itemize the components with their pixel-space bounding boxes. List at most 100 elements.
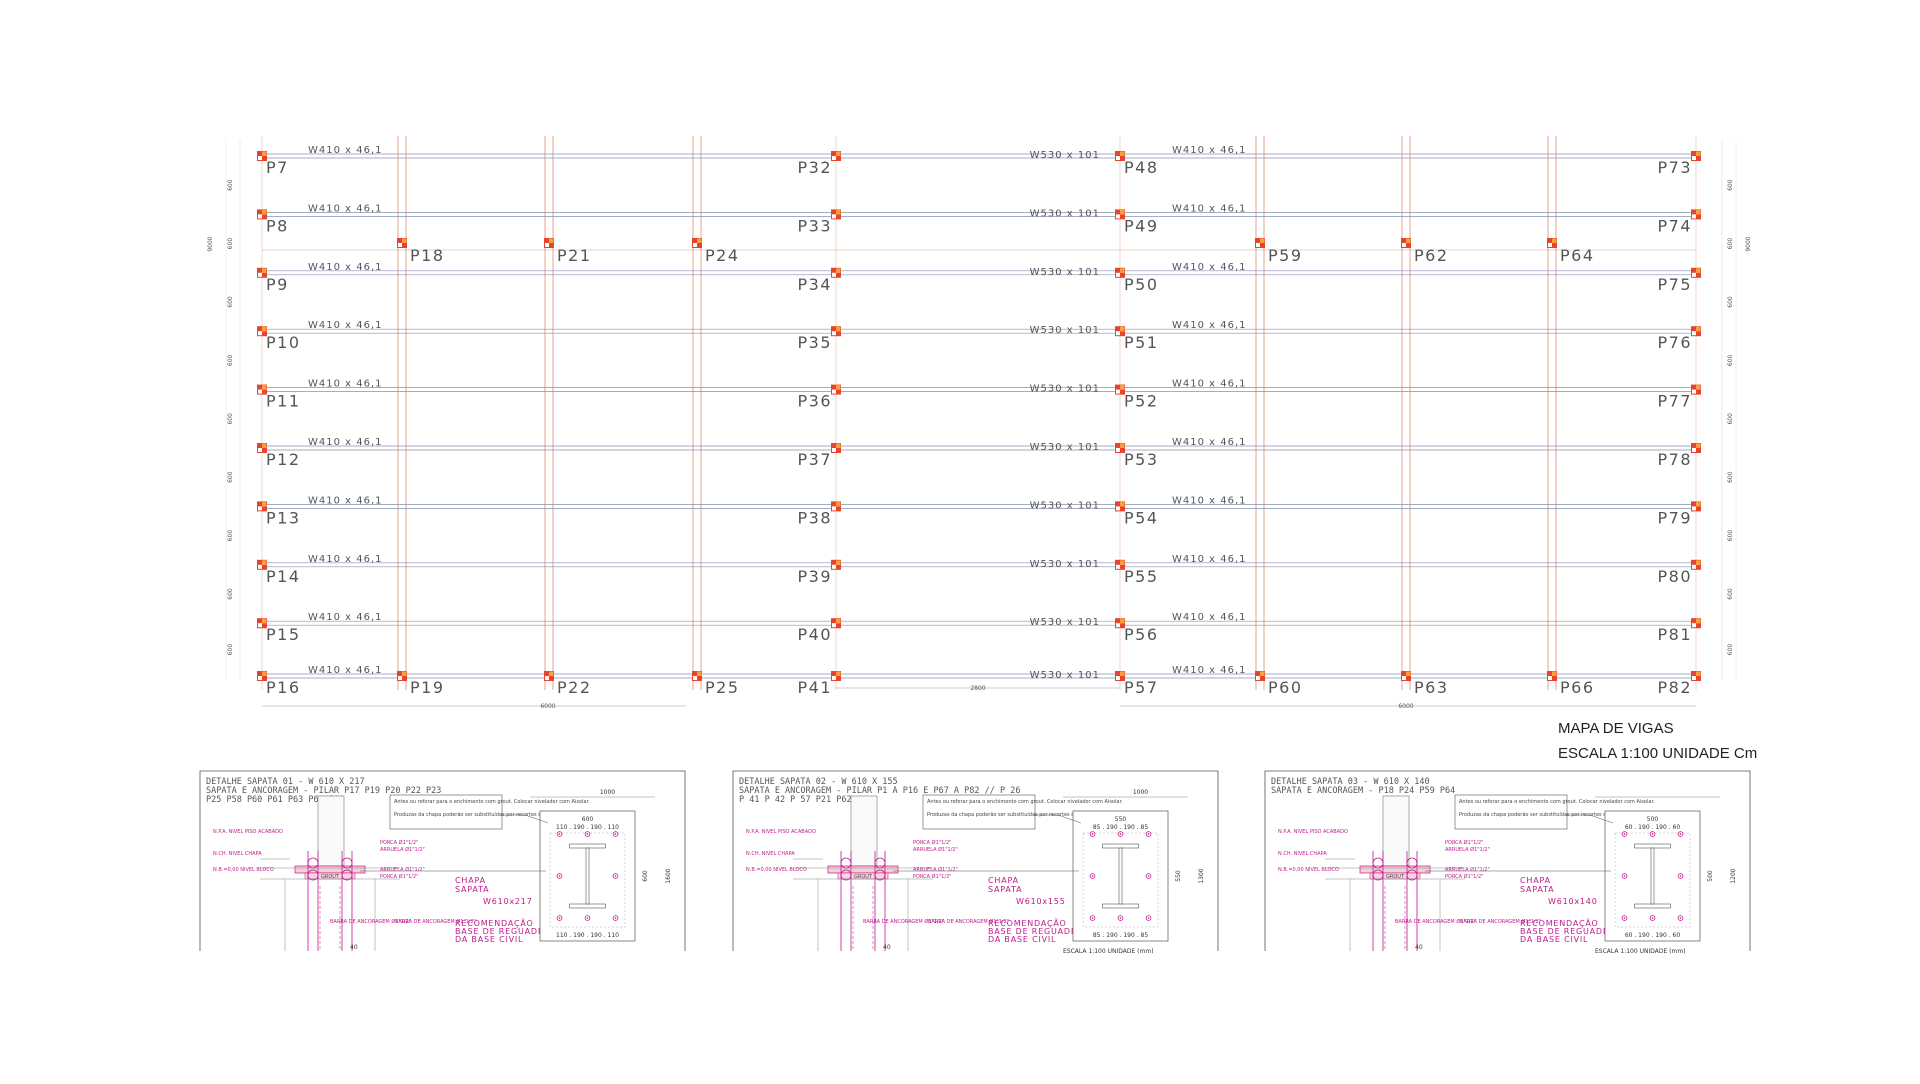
column-marker [1115,384,1125,395]
dimension-label: 6000 [1398,703,1413,710]
beam-label: W530 x 101 [1030,208,1100,219]
pillar-label: P39 [797,567,832,586]
beam-label: W410 x 46,1 [1172,665,1247,676]
callout-label: PORCA Ø1"1/2" [380,839,418,846]
dimension-label: 600 [227,471,234,483]
pillar-label: P36 [797,392,832,411]
plan-title: MAPA DE VIGAS [1558,720,1674,737]
dimension-label: 600 [1727,179,1734,191]
column-marker [544,671,554,681]
beam-label: W410 x 46,1 [308,203,383,214]
pillar-label: P24 [705,246,740,265]
dimension-label: 600 [227,238,234,250]
detail-scale: ESCALA 1:100 UNIDADE (mm) [1063,948,1154,955]
pillar-label: P50 [1124,275,1159,294]
dimension-label: 600 [582,816,594,823]
pillar-label: P7 [266,158,289,177]
pillar-label: P18 [410,246,445,265]
level-label: N.CH. NIVEL CHAPA [1278,851,1327,857]
detail-subtitle: P25 P58 P60 P61 P63 P64 P66 [206,795,344,805]
callout-label: BARRA DE ANCORAGEM Ø1"1/2" [395,918,476,925]
beam-label: W410 x 46,1 [1172,379,1247,390]
note-text: Produzas da chapa poderão ser substituíd… [394,811,606,818]
plate-label: SAPATA [988,885,1022,894]
detail-subtitle: P 41 P 42 P 57 P21 P62 [739,795,852,805]
column-marker [1691,209,1701,220]
beam-label: W410 x 46,1 [308,554,383,565]
note-text: Antes ou reforar para o enchimento com g… [1459,799,1655,805]
note-box: Antes ou reforar para o enchimento com g… [1454,794,1671,830]
callout-label: PORCA Ø1"1/2" [380,873,418,880]
dimension-label: 1200 [1730,868,1737,883]
dimension-label: 60 . 190 . 190 . 60 [1625,932,1681,939]
column-marker [257,209,267,220]
note-text: Antes ou reforar para o enchimento com g… [394,799,590,805]
column-marker [831,267,841,278]
column-marker [1691,671,1701,681]
dimension-label: 600 [227,296,234,308]
plate-label: SAPATA [1520,885,1554,894]
beam-label: W410 x 46,1 [1172,612,1247,623]
pillar-label: P22 [557,678,592,697]
dimension-label: 110 . 190 . 190 . 110 [556,932,619,939]
pillar-label: P35 [797,333,832,352]
dimension-label: 550 [1115,816,1127,823]
pillar-label: P32 [797,158,832,177]
detail-subtitle: SAPATA E ANCORAGEM - PILAR P1 A P16 E P6… [739,786,1020,796]
plate-label: SAPATA [455,885,489,894]
pillar-label: P19 [410,678,445,697]
dimension-label: 600 [227,413,234,425]
column-marker [831,671,841,681]
column-marker [831,501,841,512]
dimension-label: 600 [227,530,234,542]
grout-label: GROUT [1386,874,1405,880]
level-label: N.B.=0,00 NIVEL BLOCO [213,867,274,873]
level-label: N.CH. NIVEL CHAPA [746,851,795,857]
pillar-label: P49 [1124,216,1159,235]
beam-label: W530 x 101 [1030,442,1100,453]
column-marker [257,384,267,395]
callout-label: BARRA DE ANCORAGEM Ø1"1/2" [863,918,944,925]
callout-label: ARRUELA Ø1"1/2" [913,846,958,853]
detail-title: DETALHE SAPATA 03 - W 610 X 140 [1271,777,1430,787]
dimension-label: 600 [1727,471,1734,483]
column-marker [1691,559,1701,570]
pillar-label: P66 [1560,678,1595,697]
dimension-label: 9000 [207,236,214,251]
recommendation-label: RECOMENDAÇÃO [455,918,534,928]
column-marker [692,671,702,681]
column-marker [257,671,267,681]
callout-label: BARRA DE ANCORAGEM Ø1"1/2" [1460,918,1541,925]
callout-label: ARRUELA Ø1"1/2" [1445,846,1490,853]
plate-label: CHAPA [988,876,1019,885]
pillar-label: P8 [266,216,289,235]
pillar-label: P56 [1124,625,1159,644]
detail-scale: ESCALA 1:100 UNIDADE (mm) [1595,948,1686,955]
pillar-label: P77 [1657,392,1692,411]
pillar-label: P16 [266,678,301,697]
column-marker [1691,267,1701,278]
pillar-label: P12 [266,450,301,469]
dimension-label: 600 [227,179,234,191]
pillar-label: P78 [1657,450,1692,469]
column-marker [831,559,841,570]
column-marker [1115,618,1125,629]
recommendation-label: DA BASE CIVIL [455,935,523,944]
pillar-label: P81 [1657,625,1692,644]
dimension-label: 1000 [1133,789,1148,796]
column-marker [831,209,841,220]
beam-label: W410 x 46,1 [308,145,383,156]
beam-label: W410 x 46,1 [308,262,383,273]
pillar-label: P21 [557,246,592,265]
level-label: N.P.A. NIVEL PISO ACABADO [213,829,283,835]
note-text: Antes ou reforar para o enchimento com g… [927,799,1123,805]
pillar-label: P15 [266,625,301,644]
column-marker [831,151,841,161]
beam-label: W410 x 46,1 [308,320,383,331]
profile-label: W610x140 [1548,897,1598,906]
callout-label: ARRUELA Ø1"1/2" [1445,866,1490,873]
dimension-label: 85 . 190 . 190 . 85 [1093,824,1149,831]
